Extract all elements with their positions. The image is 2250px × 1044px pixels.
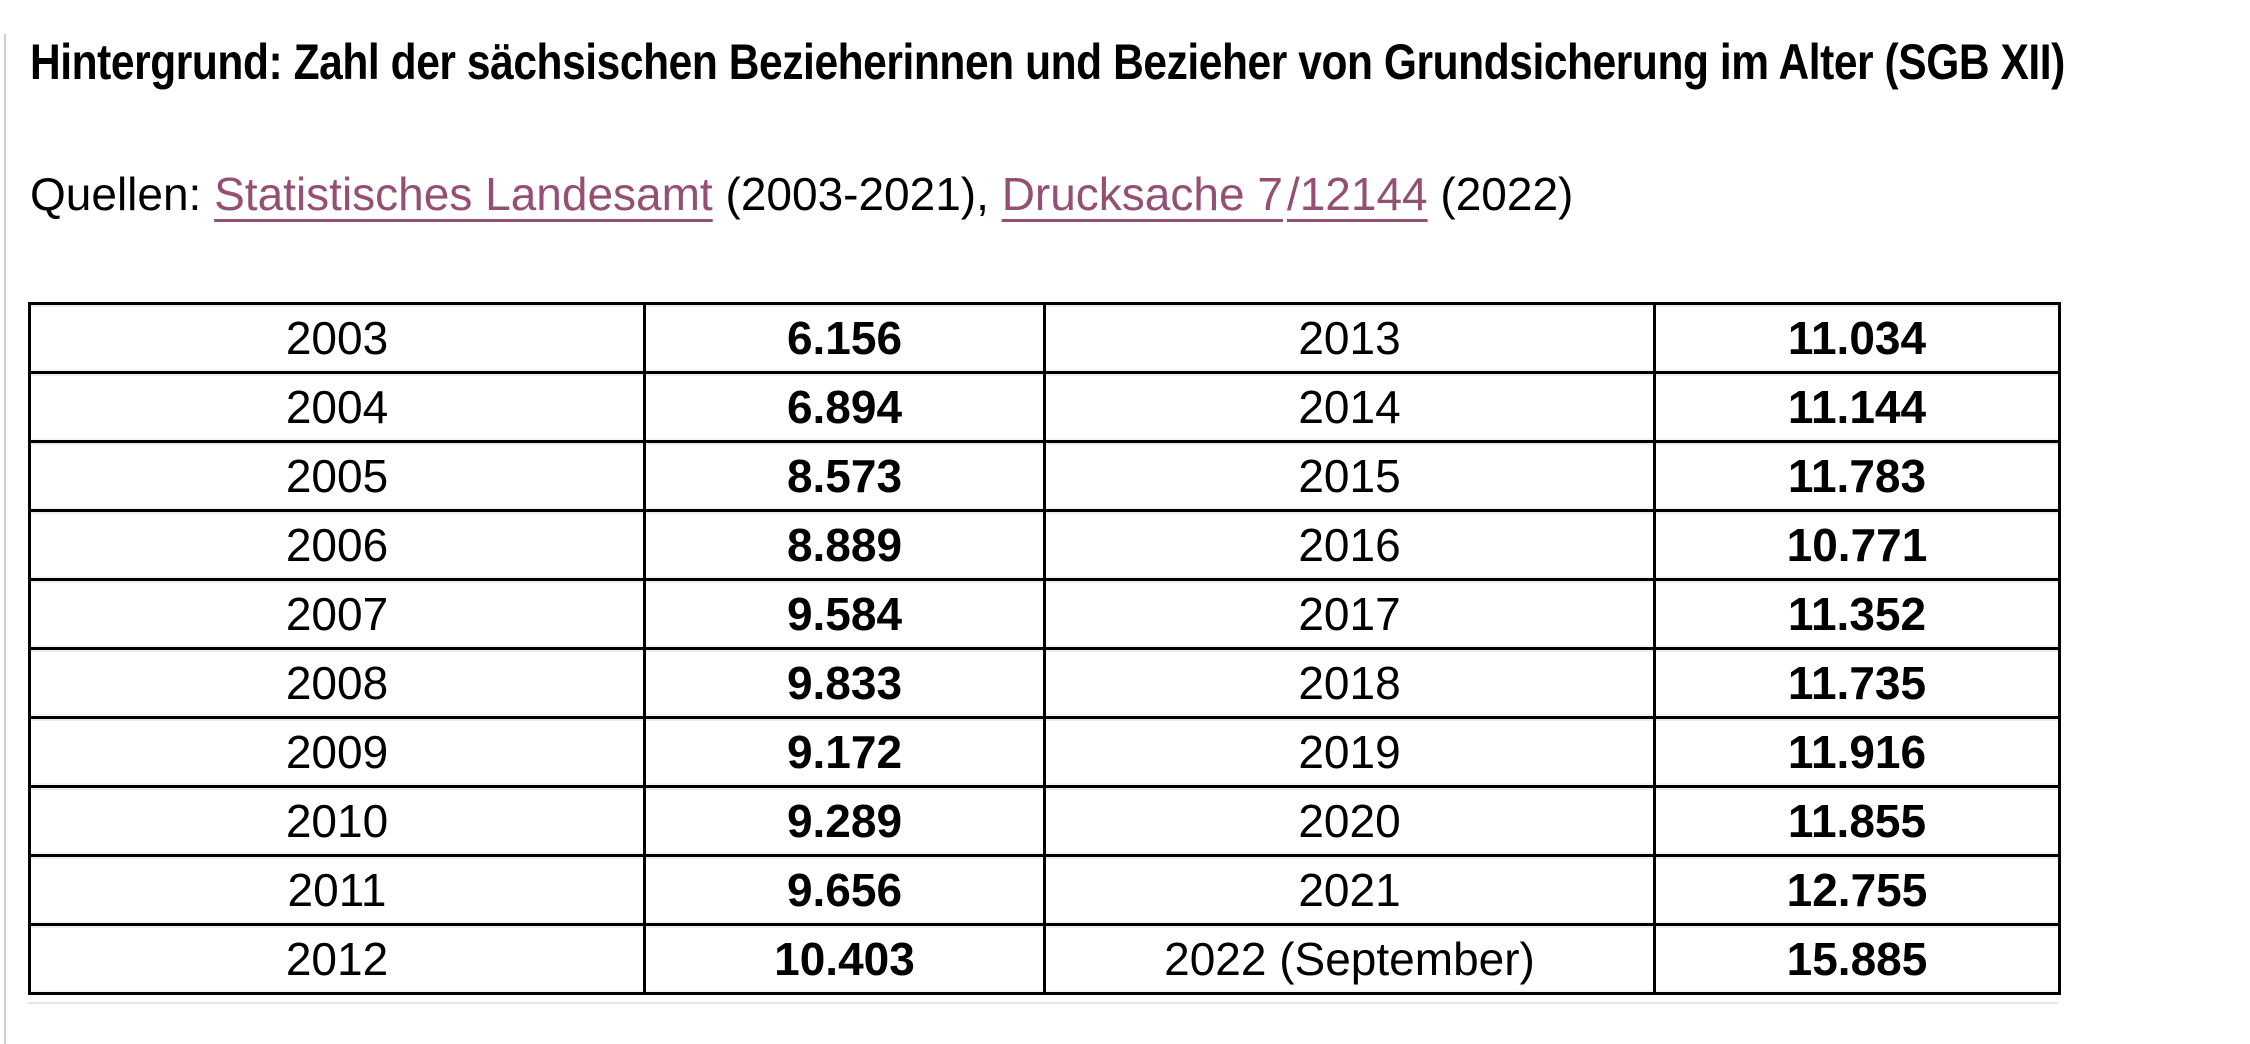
value-cell: 15.885 bbox=[1653, 923, 2061, 996]
year-cell: 2021 bbox=[1043, 854, 1656, 927]
year-cell: 2005 bbox=[28, 440, 646, 513]
year-cell: 2007 bbox=[28, 578, 646, 651]
year-cell: 2018 bbox=[1043, 647, 1656, 720]
table-shadow-line bbox=[28, 1002, 2058, 1005]
table-row: 2005 8.573 2015 11.783 bbox=[28, 440, 2061, 513]
value-cell: 11.735 bbox=[1653, 647, 2061, 720]
year-cell: 2011 bbox=[28, 854, 646, 927]
year-cell: 2006 bbox=[28, 509, 646, 582]
year-cell: 2012 bbox=[28, 923, 646, 996]
year-cell: 2015 bbox=[1043, 440, 1656, 513]
year-cell: 2008 bbox=[28, 647, 646, 720]
link-drucksache-7[interactable]: Drucksache 7 bbox=[1001, 167, 1283, 220]
year-cell: 2003 bbox=[28, 302, 646, 375]
value-cell: 9.289 bbox=[643, 785, 1046, 858]
value-cell: 11.783 bbox=[1653, 440, 2061, 513]
table-row: 2012 10.403 2022 (September) 15.885 bbox=[28, 923, 2061, 996]
link-drucksache-12144[interactable]: /12144 bbox=[1286, 167, 1428, 220]
table-row: 2009 9.172 2019 11.916 bbox=[28, 716, 2061, 789]
value-cell: 11.144 bbox=[1653, 371, 2061, 444]
table-row: 2004 6.894 2014 11.144 bbox=[28, 371, 2061, 444]
year-cell: 2004 bbox=[28, 371, 646, 444]
table-row: 2007 9.584 2017 11.352 bbox=[28, 578, 2061, 651]
table-row: 2006 8.889 2016 10.771 bbox=[28, 509, 2061, 582]
value-cell: 12.755 bbox=[1653, 854, 2061, 927]
value-cell: 10.771 bbox=[1653, 509, 2061, 582]
page-title: Hintergrund: Zahl der sächsischen Bezieh… bbox=[30, 34, 2065, 90]
table-row: 2003 6.156 2013 11.034 bbox=[28, 302, 2061, 375]
year-cell: 2013 bbox=[1043, 302, 1656, 375]
grundsicherung-table: 2003 6.156 2013 11.034 2004 6.894 2014 11.144 20… bbox=[28, 302, 2061, 996]
year-cell: 2022 (September) bbox=[1043, 923, 1656, 996]
year-cell: 2019 bbox=[1043, 716, 1656, 789]
value-cell: 9.656 bbox=[643, 854, 1046, 927]
sources-line: Quellen: Statistisches Landesamt (2003-2… bbox=[30, 168, 2250, 221]
table-body: 2003 6.156 2013 11.034 2004 6.894 2014 11.144 20… bbox=[28, 302, 2061, 996]
value-cell: 9.172 bbox=[643, 716, 1046, 789]
value-cell: 11.352 bbox=[1653, 578, 2061, 651]
page-edge-line bbox=[4, 34, 6, 1044]
year-cell: 2009 bbox=[28, 716, 646, 789]
year-cell: 2017 bbox=[1043, 578, 1656, 651]
value-cell: 8.889 bbox=[643, 509, 1046, 582]
sources-label: Quellen: bbox=[30, 167, 202, 220]
year-cell: 2010 bbox=[28, 785, 646, 858]
link-statistisches-landesamt[interactable]: Statistisches Landesamt bbox=[214, 167, 713, 220]
table-row: 2008 9.833 2018 11.735 bbox=[28, 647, 2061, 720]
value-cell: 9.584 bbox=[643, 578, 1046, 651]
year-cell: 2016 bbox=[1043, 509, 1656, 582]
table-row: 2011 9.656 2021 12.755 bbox=[28, 854, 2061, 927]
value-cell: 8.573 bbox=[643, 440, 1046, 513]
sources-year: (2022) bbox=[1440, 167, 1574, 220]
value-cell: 11.855 bbox=[1653, 785, 2061, 858]
document-page: Hintergrund: Zahl der sächsischen Bezieh… bbox=[0, 34, 2250, 1044]
value-cell: 11.916 bbox=[1653, 716, 2061, 789]
value-cell: 6.894 bbox=[643, 371, 1046, 444]
value-cell: 11.034 bbox=[1653, 302, 2061, 375]
year-cell: 2014 bbox=[1043, 371, 1656, 444]
table-row: 2010 9.289 2020 11.855 bbox=[28, 785, 2061, 858]
year-cell: 2020 bbox=[1043, 785, 1656, 858]
sources-range: (2003-2021), bbox=[725, 167, 989, 220]
value-cell: 10.403 bbox=[643, 923, 1046, 996]
value-cell: 6.156 bbox=[643, 302, 1046, 375]
value-cell: 9.833 bbox=[643, 647, 1046, 720]
